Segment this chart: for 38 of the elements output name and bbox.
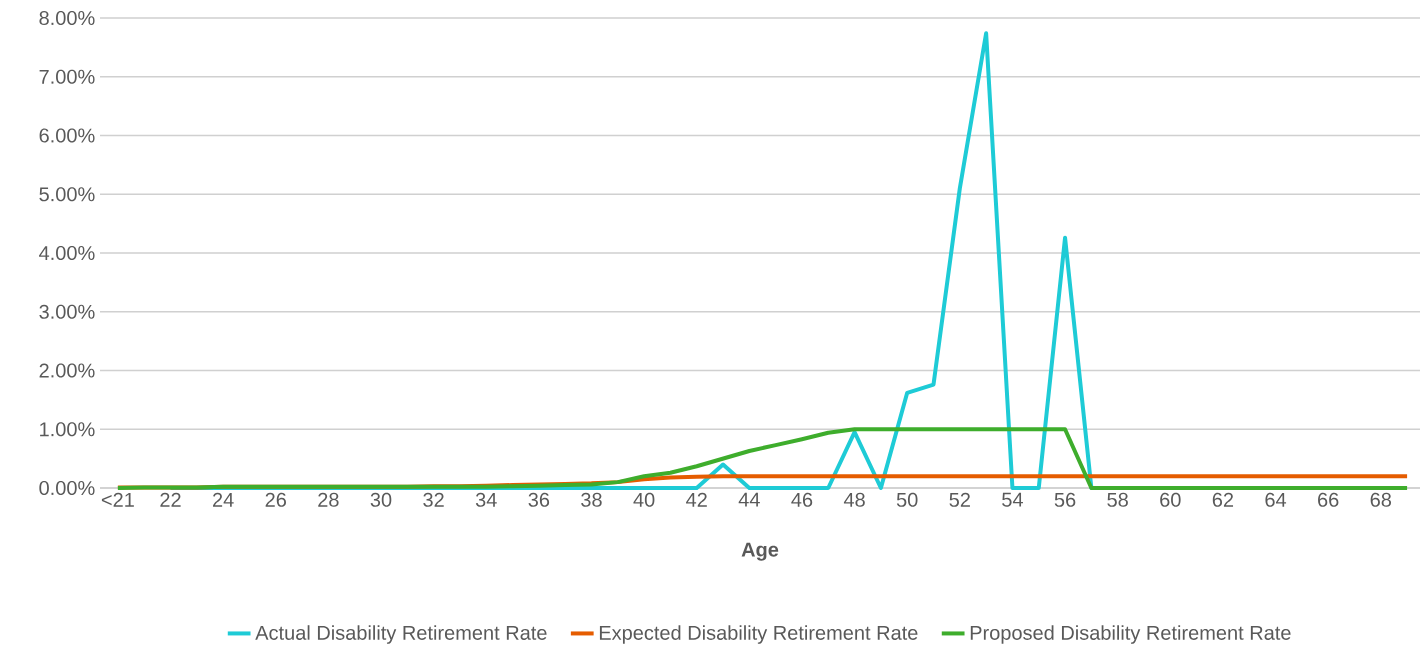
x-tick-label: 28 xyxy=(318,492,339,507)
x-tick-label: 42 xyxy=(686,492,707,507)
x-axis-title: Age xyxy=(741,542,779,561)
x-tick-label: 50 xyxy=(896,492,918,507)
x-tick-label: 22 xyxy=(160,492,181,507)
legend-label: Actual Disability Retirement Rate xyxy=(255,625,547,644)
y-tick-label: 1.00% xyxy=(40,422,95,437)
y-tick-label: 4.00% xyxy=(39,245,95,261)
y-tick-label: 2.00% xyxy=(39,363,95,378)
x-tick-label: 48 xyxy=(843,492,865,507)
x-tick-label: 54 xyxy=(1002,492,1023,507)
y-tick-label: 0.00% xyxy=(39,480,95,496)
x-tick-label: 68 xyxy=(1370,492,1392,507)
x-tick-label: 44 xyxy=(738,492,760,507)
x-tick-label: 24 xyxy=(213,492,234,507)
x-tick-label: 40 xyxy=(633,492,655,507)
x-tick-label: 52 xyxy=(949,492,970,507)
x-tick-label: 58 xyxy=(1107,492,1128,507)
x-tick-label: 66 xyxy=(1318,492,1339,507)
y-tick-label: 3.00% xyxy=(39,304,95,319)
y-tick-label: 6.00% xyxy=(39,128,95,143)
x-tick-label: 36 xyxy=(528,492,550,507)
legend-label: Proposed Disability Retirement Rate xyxy=(970,625,1291,644)
x-tick-label: 26 xyxy=(265,492,286,507)
x-tick-label: 32 xyxy=(423,492,444,507)
x-tick-label: <21 xyxy=(101,492,134,507)
x-tick-label: 46 xyxy=(791,492,813,507)
x-tick-label: 56 xyxy=(1054,492,1076,507)
x-tick-label: 62 xyxy=(1212,492,1234,507)
y-tick-label: 8.00% xyxy=(39,10,95,26)
x-tick-label: 34 xyxy=(475,492,497,507)
x-tick-label: 38 xyxy=(581,492,602,507)
y-tick-label: 7.00% xyxy=(39,69,95,84)
x-tick-label: 30 xyxy=(370,492,392,507)
legend-label: Expected Disability Retirement Rate xyxy=(599,625,918,644)
y-tick-label: 5.00% xyxy=(39,187,95,202)
x-tick-label: 64 xyxy=(1265,492,1287,507)
x-tick-label: 60 xyxy=(1160,492,1181,507)
